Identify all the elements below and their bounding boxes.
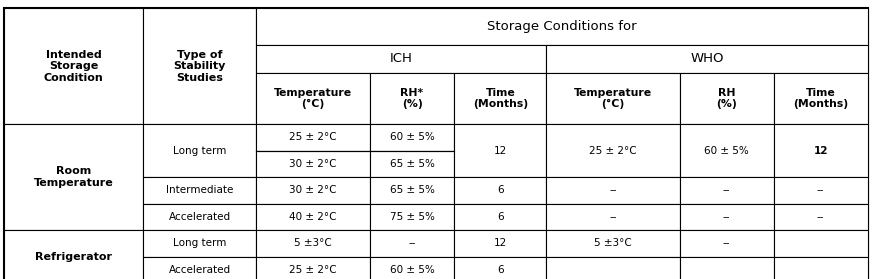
Bar	[680, 124, 773, 177]
Bar	[256, 230, 370, 257]
Bar	[547, 230, 680, 257]
Text: 75 ± 5%: 75 ± 5%	[390, 212, 434, 222]
Text: RH*
(%): RH* (%)	[400, 88, 424, 109]
Text: Intended
Storage
Condition: Intended Storage Condition	[44, 50, 104, 83]
Bar	[370, 177, 454, 204]
Text: RH
(%): RH (%)	[717, 88, 737, 109]
Bar	[4, 8, 143, 124]
Text: --: --	[610, 186, 617, 195]
Bar	[370, 73, 454, 124]
Bar	[547, 177, 680, 204]
Bar	[370, 257, 454, 279]
Bar	[454, 124, 547, 177]
Text: 6: 6	[497, 186, 504, 195]
Bar	[547, 124, 680, 177]
Text: --: --	[723, 186, 731, 195]
Bar	[143, 204, 256, 230]
Bar	[773, 124, 868, 177]
Bar	[547, 73, 680, 124]
Bar	[370, 204, 454, 230]
Bar	[773, 230, 868, 257]
Text: 60 ± 5%: 60 ± 5%	[390, 133, 434, 142]
Text: Type of
Stability
Studies: Type of Stability Studies	[174, 50, 226, 83]
Text: Storage Conditions for: Storage Conditions for	[487, 20, 637, 33]
Text: 65 ± 5%: 65 ± 5%	[390, 186, 434, 195]
Text: --: --	[408, 239, 416, 248]
Text: 65 ± 5%: 65 ± 5%	[390, 159, 434, 169]
Bar	[547, 45, 868, 73]
Bar	[256, 257, 370, 279]
Text: 12: 12	[494, 146, 507, 156]
Bar	[256, 124, 370, 151]
Text: Temperature
(°C): Temperature (°C)	[574, 88, 652, 109]
Bar	[454, 204, 547, 230]
Bar	[143, 8, 256, 124]
Text: Long term: Long term	[173, 146, 227, 156]
Text: --: --	[723, 239, 731, 248]
Text: 5 ±3°C: 5 ±3°C	[594, 239, 632, 248]
Text: 6: 6	[497, 265, 504, 275]
Bar	[773, 204, 868, 230]
Text: 6: 6	[497, 212, 504, 222]
Bar	[773, 73, 868, 124]
Text: Room
Temperature: Room Temperature	[34, 166, 113, 188]
Text: Intermediate: Intermediate	[166, 186, 234, 195]
Text: Time
(Months): Time (Months)	[473, 88, 528, 109]
Bar	[454, 73, 547, 124]
Text: 5 ±3°C: 5 ±3°C	[294, 239, 332, 248]
Bar	[4, 230, 143, 279]
Bar	[547, 257, 680, 279]
Text: 30 ± 2°C: 30 ± 2°C	[290, 186, 337, 195]
Bar	[256, 204, 370, 230]
Bar	[256, 73, 370, 124]
Bar	[454, 257, 547, 279]
Bar	[680, 177, 773, 204]
Bar	[256, 177, 370, 204]
Text: Temperature
(°C): Temperature (°C)	[274, 88, 352, 109]
Bar	[454, 177, 547, 204]
Bar	[370, 151, 454, 177]
Bar	[256, 151, 370, 177]
Text: 25 ± 2°C: 25 ± 2°C	[589, 146, 637, 156]
Bar	[143, 177, 256, 204]
Bar	[370, 124, 454, 151]
Bar	[370, 230, 454, 257]
Text: ICH: ICH	[390, 52, 412, 65]
Text: 60 ± 5%: 60 ± 5%	[390, 265, 434, 275]
Text: Long term: Long term	[173, 239, 227, 248]
Text: Time
(Months): Time (Months)	[794, 88, 848, 109]
Text: 12: 12	[494, 239, 507, 248]
Bar	[773, 177, 868, 204]
Bar	[256, 45, 547, 73]
Text: 25 ± 2°C: 25 ± 2°C	[290, 265, 337, 275]
Text: 30 ± 2°C: 30 ± 2°C	[290, 159, 337, 169]
Text: --: --	[817, 212, 824, 222]
Bar	[143, 124, 256, 177]
Text: --: --	[723, 212, 731, 222]
Text: --: --	[610, 212, 617, 222]
Bar	[547, 204, 680, 230]
Text: 60 ± 5%: 60 ± 5%	[705, 146, 749, 156]
Bar	[680, 230, 773, 257]
Text: Accelerated: Accelerated	[168, 212, 231, 222]
Text: Refrigerator: Refrigerator	[36, 252, 112, 262]
Bar	[143, 230, 256, 257]
Text: 40 ± 2°C: 40 ± 2°C	[290, 212, 337, 222]
Bar	[680, 204, 773, 230]
Bar	[143, 257, 256, 279]
Bar	[256, 8, 868, 45]
Bar	[680, 257, 773, 279]
Text: 12: 12	[814, 146, 828, 156]
Bar	[773, 257, 868, 279]
Text: WHO: WHO	[691, 52, 724, 65]
Bar	[680, 73, 773, 124]
Text: 25 ± 2°C: 25 ± 2°C	[290, 133, 337, 142]
Bar	[4, 124, 143, 230]
Text: Accelerated: Accelerated	[168, 265, 231, 275]
Bar	[454, 230, 547, 257]
Text: --: --	[817, 186, 824, 195]
